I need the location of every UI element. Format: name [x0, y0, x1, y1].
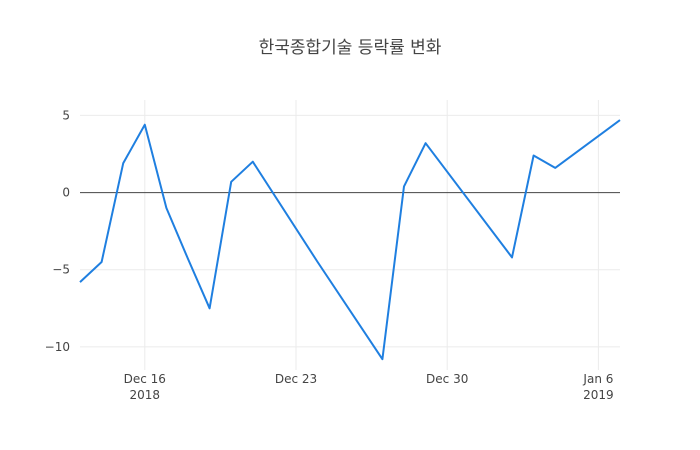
series-layer — [79, 119, 621, 361]
y-axis-ticks: 5 0 −5 −10 — [45, 108, 70, 353]
x-axis-ticks: Dec 16 2018 Dec 23 Dec 30 Jan 6 2019 — [124, 372, 614, 402]
y-tick-label: −10 — [45, 340, 70, 354]
x-tick-label: Dec 30 — [426, 372, 468, 386]
y-tick-label: 5 — [62, 108, 70, 122]
y-tick-label: 0 — [62, 186, 70, 200]
grid — [80, 100, 620, 370]
series-line — [79, 119, 621, 361]
chart-title: 한국종합기술 등락률 변화 — [258, 38, 442, 58]
x-tick-label: Dec 16 — [124, 372, 166, 386]
x-tick-label: Jan 6 — [582, 372, 613, 386]
x-tick-label: Dec 23 — [275, 372, 317, 386]
x-tick-year-label: 2018 — [130, 388, 161, 402]
x-tick-year-label: 2019 — [583, 388, 614, 402]
y-tick-label: −5 — [52, 263, 70, 277]
